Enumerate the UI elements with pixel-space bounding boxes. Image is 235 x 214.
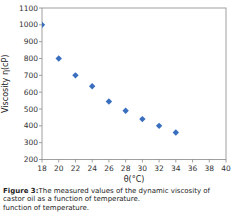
tick-label: 900 bbox=[24, 37, 39, 46]
tick-mark bbox=[39, 58, 42, 59]
tick-mark bbox=[142, 160, 143, 163]
caption-text: function of temperature. bbox=[3, 204, 89, 212]
tick-mark bbox=[39, 159, 42, 160]
x-axis-label: θ(°C) bbox=[124, 175, 145, 184]
tick-label: 28 bbox=[121, 164, 131, 173]
tick-mark bbox=[58, 160, 59, 163]
caption: Figure 3: The measured values of the dyn… bbox=[3, 187, 211, 212]
tick-mark bbox=[42, 160, 43, 163]
point bbox=[122, 107, 128, 113]
axes: 18 20 22 24 26 28 30 32 34 36 38 40 200 300 400 500 600 7… bbox=[19, 4, 231, 173]
tick-mark bbox=[175, 160, 176, 163]
chart: Figure 3: The measured values of the dyn… bbox=[0, 0, 235, 214]
tick-label: 1100 bbox=[19, 4, 38, 13]
tick-label: 300 bbox=[24, 138, 39, 147]
tick-mark bbox=[39, 92, 42, 93]
plot-frame bbox=[42, 8, 226, 160]
tick-mark bbox=[192, 160, 193, 163]
point bbox=[72, 72, 78, 78]
tick-label: 20 bbox=[54, 164, 64, 173]
tick-label: 500 bbox=[24, 105, 39, 114]
tick-label: 32 bbox=[154, 164, 164, 173]
tick-mark bbox=[39, 142, 42, 143]
tick-label: 400 bbox=[24, 121, 39, 130]
tick-mark bbox=[209, 160, 210, 163]
point bbox=[42, 22, 45, 28]
tick-mark bbox=[226, 160, 227, 163]
tick-label: 600 bbox=[24, 88, 39, 97]
point bbox=[139, 116, 145, 122]
tick-label: 800 bbox=[24, 54, 39, 63]
tick-label: 24 bbox=[87, 164, 97, 173]
tick-mark bbox=[108, 160, 109, 163]
point bbox=[156, 123, 162, 129]
tick-label: 18 bbox=[37, 164, 47, 173]
point bbox=[173, 129, 179, 135]
points bbox=[42, 22, 179, 136]
tick-mark bbox=[39, 8, 42, 9]
tick-mark bbox=[39, 41, 42, 42]
point bbox=[106, 98, 112, 104]
tick-mark bbox=[92, 160, 93, 163]
tick-label: 30 bbox=[138, 164, 148, 173]
tick-label: 200 bbox=[24, 155, 39, 164]
tick-mark bbox=[39, 125, 42, 126]
tick-label: 1000 bbox=[19, 20, 38, 29]
tick-mark bbox=[39, 24, 42, 25]
y-axis-label: Viscosity η(cP) bbox=[1, 55, 10, 113]
point bbox=[56, 55, 62, 61]
tick-label: 34 bbox=[171, 164, 181, 173]
tick-label: 40 bbox=[221, 164, 231, 173]
tick-mark bbox=[159, 160, 160, 163]
tick-label: 700 bbox=[24, 71, 39, 80]
tick-mark bbox=[125, 160, 126, 163]
caption-text: The measured values of the dynamic visco… bbox=[3, 187, 211, 204]
tick-mark bbox=[39, 75, 42, 76]
tick-label: 26 bbox=[104, 164, 114, 173]
tick-mark bbox=[75, 160, 76, 163]
tick-label: 22 bbox=[71, 164, 81, 173]
tick-label: 38 bbox=[204, 164, 214, 173]
tick-label: 36 bbox=[188, 164, 198, 173]
caption-label: Figure 3: bbox=[3, 187, 39, 195]
tick-mark bbox=[39, 109, 42, 110]
point bbox=[89, 83, 95, 89]
